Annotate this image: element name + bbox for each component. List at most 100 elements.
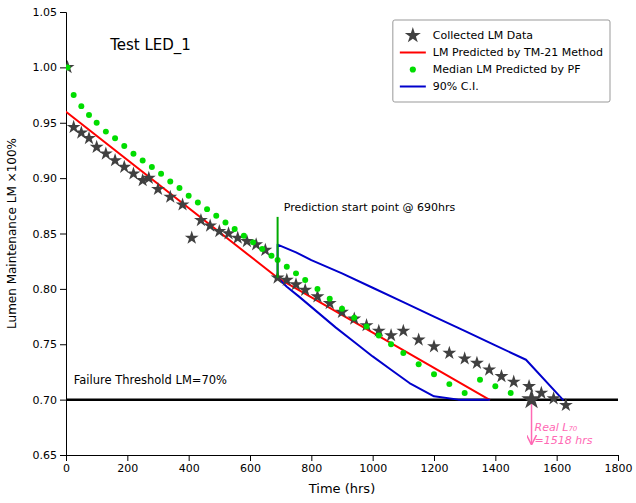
data-point	[298, 283, 312, 296]
y-tick-label: 0.95	[33, 117, 58, 130]
y-tick-mark	[60, 12, 66, 13]
x-tick-label: 400	[179, 462, 200, 475]
legend-label: 90% C.I.	[433, 80, 479, 93]
data-point	[127, 166, 141, 179]
x-tick-label: 200	[117, 462, 138, 475]
data-point	[121, 143, 127, 149]
data-point	[268, 253, 274, 259]
data-point	[508, 390, 514, 396]
data-point	[559, 398, 573, 411]
y-tick: 0.65	[33, 449, 67, 462]
legend-label: Median LM Predicted by PF	[433, 63, 581, 76]
y-axis-line	[60, 13, 67, 456]
y-tick: 0.80	[33, 283, 67, 296]
data-point	[492, 383, 498, 389]
x-axis: 0 200 400 600 800 1000 1200 1400 1600 1800	[63, 455, 633, 475]
y-tick-label: 0.70	[33, 394, 58, 407]
x-tick-mark	[434, 455, 435, 461]
data-point	[364, 324, 370, 330]
x-tick: 1200	[421, 455, 449, 475]
data-point	[323, 296, 337, 309]
x-tick-mark	[189, 455, 190, 461]
prediction-start-line	[277, 217, 279, 278]
data-point	[462, 390, 468, 396]
data-point	[416, 361, 422, 367]
annotation: Prediction start point @ 690hrs	[284, 201, 456, 214]
data-point	[431, 371, 437, 377]
y-tick-mark	[60, 344, 66, 345]
data-point	[427, 339, 441, 352]
x-tick: 1000	[359, 455, 387, 475]
legend-swatch	[400, 52, 426, 54]
y-tick-label: 1.00	[33, 61, 58, 74]
data-point	[259, 246, 265, 252]
y-tick-mark	[60, 234, 66, 235]
data-point	[66, 60, 74, 73]
data-point	[241, 233, 247, 239]
data-point	[339, 306, 345, 312]
data-point	[222, 219, 228, 225]
x-tick-label: 1400	[482, 462, 510, 475]
y-tick-mark	[60, 178, 66, 179]
data-point	[71, 92, 77, 98]
data-point	[284, 264, 290, 270]
data-point	[412, 333, 426, 346]
data-point	[149, 164, 155, 170]
x-tick: 800	[301, 455, 322, 475]
data-point	[163, 190, 177, 203]
data-point	[396, 324, 410, 337]
data-point	[351, 315, 357, 321]
data-point	[176, 197, 190, 210]
y-tick-label: 0.85	[33, 228, 58, 241]
data-point	[142, 171, 156, 184]
texts: Test LED_1Prediction start point @ 690hr…	[5, 36, 593, 496]
y-tick: 0.85	[33, 228, 67, 241]
data-point	[212, 224, 226, 237]
y-tick-mark	[60, 289, 66, 290]
data-point	[507, 375, 521, 388]
x-tick-mark	[618, 455, 619, 461]
legend-entry: LM Predicted by TM-21 Method	[400, 46, 603, 59]
data-point	[482, 362, 496, 375]
data-point	[158, 171, 164, 177]
data-point	[176, 185, 182, 191]
data-point	[66, 64, 71, 70]
data-point	[314, 286, 320, 292]
x-tick: 200	[117, 455, 138, 475]
chart: 0 200 400 600 800 1000 1200 1400 1600 1800 0.65 0.7…	[0, 0, 636, 503]
data-point	[547, 391, 561, 404]
data-point	[400, 350, 406, 356]
y-tick-label: 0.90	[33, 172, 58, 185]
data-point	[442, 346, 456, 359]
legend-entry: Median LM Predicted by PF	[410, 63, 581, 76]
x-tick: 0	[63, 455, 70, 475]
x-tick: 1800	[605, 455, 633, 475]
x-tick-label: 1600	[543, 462, 571, 475]
data-point	[213, 213, 219, 219]
y-tick-label: 1.05	[33, 6, 58, 19]
x-tick-mark	[373, 455, 374, 461]
series-line	[278, 245, 563, 400]
data-point	[82, 131, 96, 144]
x-tick-label: 1200	[421, 462, 449, 475]
y-tick: 0.90	[33, 172, 67, 185]
data-point	[522, 379, 536, 392]
data-point	[86, 112, 92, 118]
y-tick: 0.70	[33, 394, 67, 407]
data-point	[458, 351, 472, 364]
arrow	[531, 400, 533, 444]
data-point	[117, 160, 131, 173]
y-tick-mark	[60, 455, 66, 456]
x-tick-label: 600	[240, 462, 261, 475]
legend-entry: 90% C.I.	[400, 80, 479, 93]
data-point	[376, 332, 382, 338]
legend-entry: Collected LM Data	[405, 27, 533, 42]
x-axis-title: Time (hrs)	[308, 481, 375, 496]
legend-box	[393, 20, 610, 102]
data-point	[327, 296, 333, 302]
x-tick-label: 800	[301, 462, 322, 475]
y-tick-mark	[60, 67, 66, 68]
x-tick-mark	[495, 455, 496, 461]
x-tick: 1400	[482, 455, 510, 475]
data-point	[347, 311, 361, 324]
